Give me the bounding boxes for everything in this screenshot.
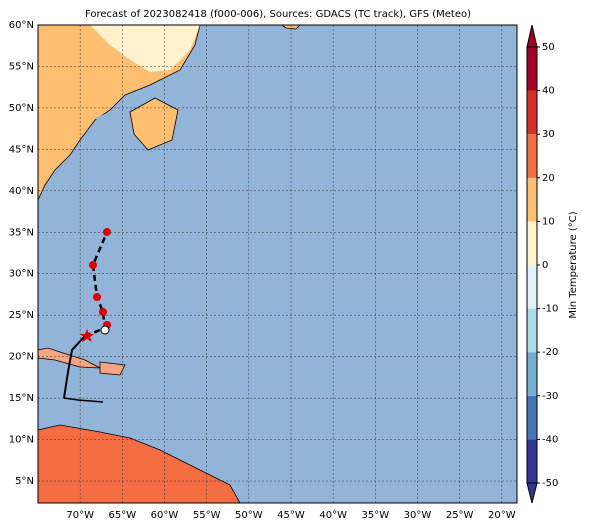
map-frame: [37, 24, 518, 504]
colorbar-tick-label: 30: [542, 129, 555, 140]
lon-label: 40°W: [319, 510, 347, 521]
storm: [99, 308, 107, 316]
colorbar-tick-label: 20: [542, 173, 555, 184]
colorbar-band: [527, 47, 537, 91]
colorbar-band: [527, 352, 537, 396]
lat-label: 50°N: [9, 103, 34, 114]
lat-label: 20°N: [9, 352, 34, 363]
storm: [93, 293, 101, 301]
lon-label: 20°W: [488, 510, 516, 521]
lon-label: 30°W: [404, 510, 432, 521]
colorbar-tick-label: 0: [542, 260, 548, 271]
colorbar-band: [527, 439, 537, 483]
colorbar-tick-label: 50: [542, 42, 555, 53]
track-forecast: [84, 231, 109, 338]
lat-label: 45°N: [9, 144, 34, 155]
ocean: [38, 25, 517, 503]
storm: [103, 228, 111, 236]
lat-label: 55°N: [9, 61, 34, 72]
colorbar-tick-label: -30: [542, 391, 558, 402]
title: Forecast of 2023082418 (f000-006), Sourc…: [85, 9, 471, 20]
track-past: [63, 397, 104, 403]
track-past: [63, 335, 86, 399]
lon-label: 65°W: [109, 510, 137, 521]
colorbar-tick-label: -20: [542, 347, 558, 358]
lon-label: 25°W: [446, 510, 474, 521]
colorbar-band: [527, 308, 537, 353]
lat-label: 15°N: [9, 393, 34, 404]
lon-label: 50°W: [235, 510, 263, 521]
lat-label: 25°N: [9, 310, 34, 321]
map: [37, 24, 517, 504]
hispaniola: [99, 361, 126, 376]
lat-label: 5°N: [15, 476, 34, 487]
colorbar-tick-label: 10: [542, 216, 555, 227]
storm-current: [100, 325, 110, 335]
storm: [89, 261, 97, 269]
gulf: [95, 108, 140, 130]
colorbar-extend: [526, 482, 538, 504]
colorbar-band: [527, 221, 537, 265]
colorbar-band: [527, 134, 537, 178]
colorbar-label: Min Temperature (°C): [568, 211, 579, 318]
cold-area: [90, 25, 200, 72]
colorbar-extend: [526, 24, 538, 48]
lat-label: 40°N: [9, 186, 34, 197]
colorbar-band: [527, 395, 537, 440]
lon-label: 70°W: [66, 510, 94, 521]
colorbar-tick-label: -40: [542, 434, 558, 445]
colorbar-tick-label: -10: [542, 304, 558, 315]
lat-label: 60°N: [9, 20, 34, 31]
storm-icons: [80, 228, 111, 342]
star: [80, 329, 94, 342]
colorbar-tick-label: -50: [542, 478, 558, 489]
colorbar-band: [527, 177, 537, 222]
colorbar: -50 -40 -30 -20 -10 0 10 20 30 40 50 Min Temperatur…: [526, 24, 579, 504]
colorbar-tick-label: 40: [542, 86, 555, 97]
lon-label: 60°W: [151, 510, 179, 521]
newfoundland: [129, 97, 179, 151]
colorbar-band: [527, 90, 537, 135]
lat-label: 30°N: [9, 269, 34, 280]
lon-label: 45°W: [277, 510, 305, 521]
lon-label: 55°W: [193, 510, 221, 521]
lon-label: 35°W: [362, 510, 390, 521]
lat-label: 10°N: [9, 435, 34, 446]
lat-label: 35°N: [9, 227, 34, 238]
colorbar-band: [527, 265, 537, 309]
